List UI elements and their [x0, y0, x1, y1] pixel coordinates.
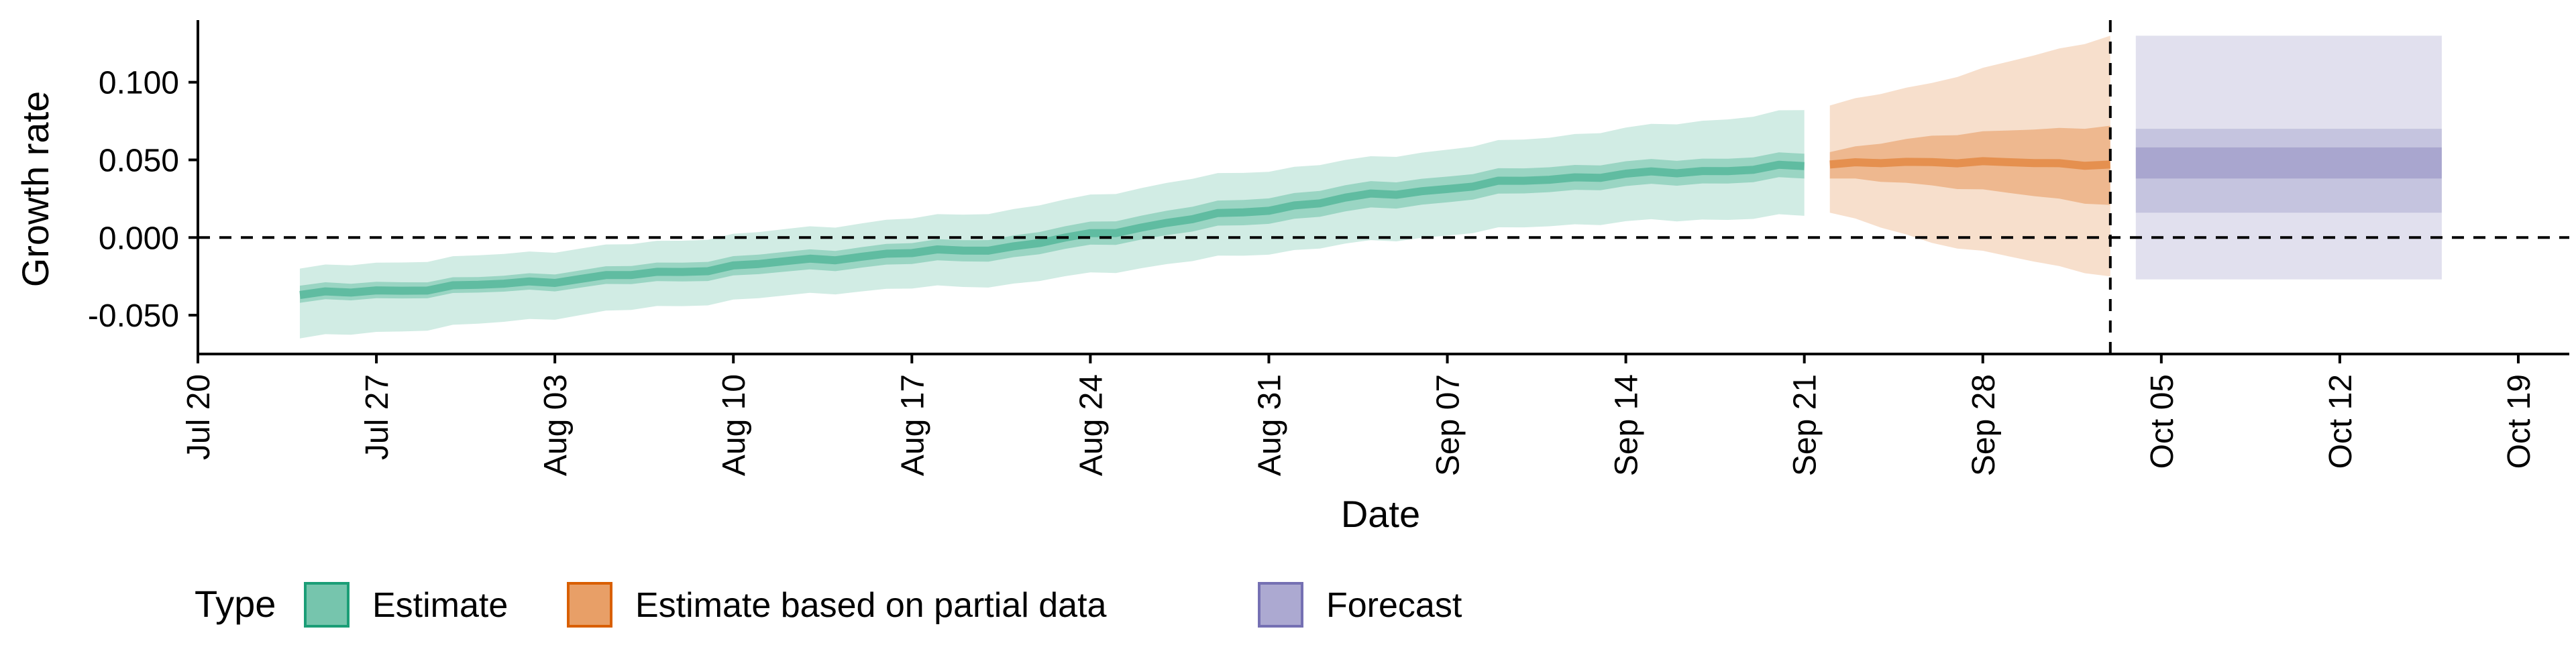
x-tick-label: Sep 07 [1431, 374, 1466, 476]
x-tick-label: Oct 19 [2502, 374, 2537, 469]
y-tick-label: -0.050 [88, 298, 179, 334]
estimate-based-on-partial-data-band-90 [1829, 36, 2110, 277]
y-tick-label: 0.100 [99, 66, 179, 101]
x-tick-label: Aug 03 [538, 374, 574, 476]
x-tick-label: Aug 24 [1073, 374, 1109, 476]
forecast-band-90 [2135, 36, 2442, 280]
x-tick-label: Jul 20 [181, 374, 217, 460]
estimate-median-line [299, 160, 1805, 299]
x-tick-label: Sep 28 [1966, 374, 2002, 476]
legend: Type Estimate Estimate based on partial d… [195, 582, 1462, 628]
reference-lines [198, 20, 2569, 354]
tick-labels: -0.050 0.000 0.050 0.100 Jul 20 Jul 27 Aug 03 A… [88, 66, 2537, 476]
legend-swatch-estimate-based-on-partial-data [567, 582, 612, 628]
legend-swatch-forecast [1258, 582, 1303, 628]
estimate-based-on-partial-data-median-line [1829, 157, 2111, 170]
x-tick-label: Oct 05 [2145, 374, 2180, 469]
x-tick-label: Aug 17 [895, 374, 930, 476]
legend-label-estimate-based-on-partial-data: Estimate based on partial data [635, 586, 1107, 625]
x-tick-label: Aug 31 [1252, 374, 1288, 476]
y-tick-label: 0.050 [99, 143, 179, 178]
estimate-based-on-partial-data-band-50 [1829, 125, 2110, 205]
x-tick-label: Sep 14 [1609, 374, 1645, 476]
x-tick-label: Jul 27 [360, 374, 395, 460]
x-tick-label: Oct 12 [2323, 374, 2359, 469]
legend-title: Type [195, 583, 276, 625]
x-tick-label: Aug 10 [716, 374, 752, 476]
legend-swatch-estimate [304, 582, 350, 628]
y-axis-title: Growth rate [14, 91, 56, 288]
uncertainty-bands [300, 36, 2442, 339]
forecast-band-50 [2135, 147, 2442, 179]
legend-label-estimate: Estimate [372, 586, 508, 625]
median-lines [299, 157, 2111, 299]
estimate-band-90 [300, 110, 1805, 339]
legend-label-forecast: Forecast [1326, 586, 1462, 625]
axes [189, 20, 2569, 363]
x-tick-label: Sep 21 [1788, 374, 1823, 476]
x-axis-title: Date [1341, 493, 1420, 535]
estimate-band-50 [300, 152, 1805, 303]
forecast-band-50-outer [2135, 129, 2442, 213]
y-tick-label: 0.000 [99, 221, 179, 256]
